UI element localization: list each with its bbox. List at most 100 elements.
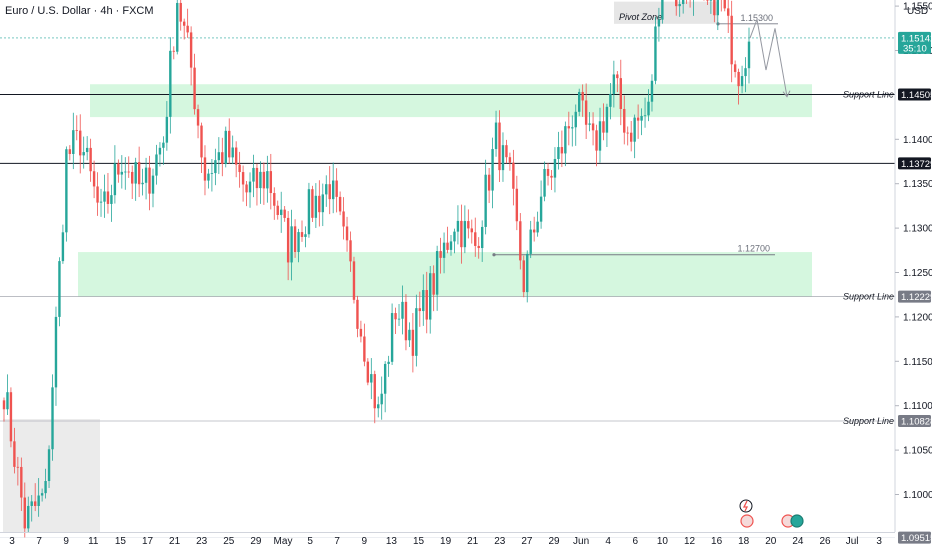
time-tick-label: 6 [633, 536, 639, 547]
candle-body [179, 2, 182, 22]
candle-body [508, 157, 512, 163]
price-tick-label: 1.12000 [903, 312, 932, 323]
candle-body [328, 184, 331, 200]
candle-body [439, 251, 442, 258]
candle-body [737, 71, 740, 87]
candles [2, 0, 751, 538]
candle-body [151, 175, 155, 194]
pivot-zone-label: Pivot Zone [619, 12, 662, 22]
candle-body [404, 301, 408, 341]
candle-body [442, 242, 446, 258]
candle-body [636, 117, 640, 121]
price-badge [898, 31, 931, 54]
candle-body [605, 106, 609, 133]
support-zone [90, 84, 812, 118]
candle-body [408, 329, 411, 341]
candle-body [657, 19, 661, 27]
time-tick-label: 9 [63, 536, 69, 547]
candle-body [248, 181, 252, 193]
candle-body [99, 201, 103, 203]
candle-body [675, 0, 678, 7]
candle-body [397, 318, 401, 320]
price-level-label: 1.12700 [737, 244, 770, 254]
candle-body [529, 229, 532, 254]
candle-body [567, 126, 571, 129]
candle-body [487, 174, 491, 191]
time-tick-label: 7 [334, 536, 340, 547]
candle-body [546, 168, 550, 176]
candle-body [221, 152, 224, 164]
time-tick-label: 23 [196, 536, 208, 547]
candle-body [297, 232, 300, 253]
countdown-label: 35:10 [903, 43, 927, 54]
candle-body [79, 130, 82, 156]
time-tick-label: May [274, 536, 293, 547]
candle-body [595, 130, 598, 151]
candle-body [68, 149, 72, 154]
candle-body [550, 175, 553, 178]
projection [749, 17, 791, 98]
price-badge-label: 1.15142 [901, 33, 932, 44]
candle-body [283, 209, 286, 218]
candle-body [633, 117, 636, 142]
time-tick-label: 9 [362, 536, 368, 547]
candle-body [602, 121, 605, 133]
candle-body [96, 186, 99, 203]
price-badge-label: 1.10828 [901, 416, 932, 427]
time-tick-label: 3 [876, 536, 882, 547]
price-badge [898, 290, 931, 303]
candle-body [169, 50, 172, 117]
price-tick-label: 1.15500 [903, 2, 932, 13]
candle-body [172, 50, 175, 52]
candle-body [117, 163, 120, 175]
candle-body [383, 363, 387, 394]
price-tick-label: 1.10000 [903, 490, 932, 501]
price-axis[interactable]: 1.170001.165001.160001.155001.150001.140… [894, 0, 932, 550]
candle-body [363, 336, 366, 362]
candle-body [394, 313, 397, 320]
event-icons[interactable] [739, 499, 804, 528]
candle-body [449, 241, 453, 250]
candle-body [338, 196, 342, 212]
candle-body [307, 189, 311, 235]
candle-body [255, 167, 259, 189]
candle-body [401, 301, 404, 319]
time-tick-label: 18 [738, 536, 750, 547]
eu-flag-icon[interactable] [790, 514, 804, 528]
lightning-icon[interactable] [739, 499, 753, 513]
candle-body [415, 308, 418, 356]
candle-body [196, 109, 200, 126]
candle-body [380, 393, 383, 405]
candle-body [515, 188, 519, 222]
candle-body [311, 189, 314, 218]
candle-body [33, 501, 37, 506]
price-tick-label: 1.10500 [903, 446, 932, 457]
candle-body [276, 205, 279, 215]
candle-body [560, 147, 564, 154]
candle-body [207, 173, 210, 181]
candle-body [51, 387, 54, 450]
candle-body [564, 126, 567, 154]
candle-body [335, 180, 338, 197]
currency-label[interactable]: USD [907, 6, 928, 17]
us-flag-icon[interactable] [740, 514, 754, 528]
symbol-title[interactable]: Euro / U.S. Dollar · 4h · FXCM [5, 5, 154, 17]
price-badge [898, 88, 931, 101]
time-tick-label: 15 [413, 536, 425, 547]
candle-body [124, 171, 127, 173]
time-axis[interactable]: 3 7 9 11 15 17 21 23 25 29 May 5 7 9 13 15 19 21 23 27 29 Jun… [0, 532, 895, 548]
price-tick-label: 1.13500 [903, 179, 932, 190]
candle-body [352, 261, 356, 300]
time-tick-label: 10 [657, 536, 669, 547]
candle-body [148, 167, 151, 194]
candle-body [245, 184, 248, 193]
candle-body [262, 171, 266, 189]
time-tick-label: 21 [467, 536, 479, 547]
candle-body [519, 221, 522, 261]
candle-body [584, 100, 588, 125]
candle-body [103, 191, 106, 202]
candle-body [747, 41, 751, 69]
candle-body [85, 147, 89, 153]
